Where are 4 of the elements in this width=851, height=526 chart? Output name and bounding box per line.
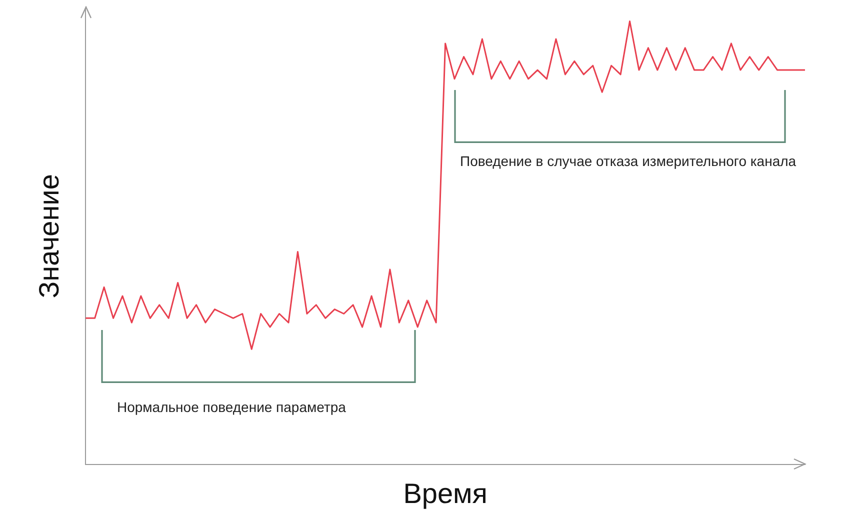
annotation: Поведение в случае отказа измерительного канала: [460, 153, 796, 169]
annotation: Нормальное поведение параметра: [117, 399, 346, 415]
y-axis-title: Значение: [34, 174, 65, 298]
x-axis-title: Время: [403, 478, 488, 509]
